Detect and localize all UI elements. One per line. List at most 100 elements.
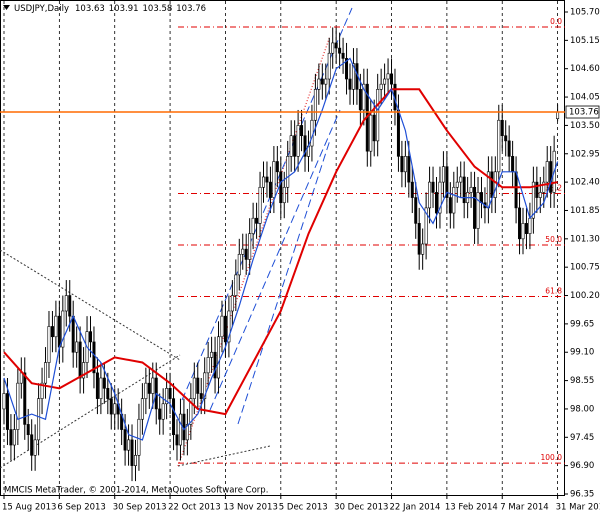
candle-body	[5, 393, 9, 430]
y-tick-label: 100.20	[570, 291, 600, 301]
fib-label: 0.0	[550, 17, 562, 26]
candle-body	[403, 156, 407, 173]
candle-body	[185, 424, 189, 441]
candle-body	[469, 186, 473, 193]
candle-body	[168, 388, 172, 399]
candle-body	[213, 351, 217, 379]
candle-body	[500, 119, 504, 137]
candle-body	[396, 109, 400, 157]
plot-frame	[0, 0, 565, 496]
candle-body	[223, 315, 227, 343]
candle-body	[78, 341, 82, 379]
candle-body	[345, 58, 349, 80]
candle-body	[44, 362, 48, 384]
candle-body	[189, 398, 193, 425]
candle-body	[258, 186, 262, 224]
y-tick-label: 101.85	[570, 206, 600, 216]
footer: MMCIS MetaTrader, © 2001-2014, MetaQuote…	[4, 486, 268, 496]
x-tick-label: 30 Dec 2013	[334, 503, 388, 513]
candle-body	[504, 135, 508, 142]
candle-body	[331, 42, 335, 54]
y-tick-label: 96.90	[570, 461, 594, 471]
candle-body	[30, 434, 34, 456]
candle-body	[261, 176, 265, 188]
grid	[3, 1, 558, 495]
candle-body	[99, 377, 103, 399]
candle-body	[161, 403, 165, 420]
x-tick-label: 22 Oct 2013	[168, 503, 221, 513]
candle-body	[324, 78, 328, 85]
candle-body	[210, 351, 214, 358]
candle-body	[448, 197, 452, 214]
fib-label: 100.0	[541, 453, 563, 462]
candle-body	[293, 135, 297, 157]
candle-body	[199, 393, 203, 399]
candle-body	[372, 114, 376, 142]
candle-body	[320, 78, 324, 85]
y-tick-label: 96.35	[570, 490, 594, 500]
x-tick-label: 22 Jan 2014	[390, 503, 441, 513]
candle-body	[441, 166, 445, 183]
candle-body	[459, 176, 463, 183]
candle-body	[57, 315, 61, 348]
candle-body	[341, 52, 345, 59]
candle-body	[407, 156, 411, 183]
candle-body	[268, 181, 272, 198]
candles	[2, 27, 560, 482]
candle-body	[400, 156, 404, 173]
candle-body	[255, 217, 259, 224]
candle-body	[175, 434, 179, 446]
ohlc-high: 103.91	[109, 4, 139, 14]
candle-body	[82, 362, 86, 379]
candle-body	[23, 372, 27, 425]
candle-body	[528, 217, 532, 234]
candle-body	[538, 192, 542, 198]
collapse-icon[interactable]	[3, 5, 10, 10]
y-tick-label: 99.10	[570, 348, 594, 358]
candle-body	[196, 377, 200, 394]
candle-body	[237, 253, 241, 276]
x-tick-label: 30 Sep 2013	[113, 503, 167, 513]
y-tick-label: 105.70	[570, 8, 600, 18]
candle-body	[2, 393, 6, 410]
candle-body	[50, 326, 54, 338]
candle-body	[518, 207, 522, 240]
candle-body	[327, 52, 331, 80]
candle-body	[130, 439, 134, 466]
candle-body	[390, 73, 394, 85]
candle-body	[313, 89, 317, 121]
candle-body	[16, 382, 20, 430]
candle-body	[531, 181, 535, 219]
x-tick-label: 13 Feb 2014	[445, 503, 498, 513]
candle-body	[172, 398, 176, 436]
candle-body	[455, 181, 459, 188]
candle-body	[476, 192, 480, 229]
candle-body	[248, 233, 252, 260]
axes: 105.70 105.15 104.60 104.05 103.50 102.95 102.…	[0, 8, 600, 513]
candle-body	[535, 181, 539, 198]
candle-body	[102, 377, 106, 389]
candle-body	[26, 424, 30, 436]
candle-body	[421, 243, 425, 255]
candle-body	[511, 156, 515, 173]
ohlc-close: 103.76	[176, 4, 206, 14]
candle-body	[244, 248, 248, 260]
candle-body	[37, 398, 41, 441]
x-tick-label: 7 Mar 2014	[500, 503, 548, 513]
candle-body	[521, 223, 525, 240]
fib-label: 61.8	[545, 287, 562, 296]
candle-body	[275, 161, 279, 173]
candle-body	[348, 78, 352, 90]
y-tick-label: 104.05	[570, 93, 600, 103]
candle-body	[113, 403, 117, 415]
candle-body	[462, 176, 466, 204]
candle-body	[234, 274, 238, 296]
candle-body	[89, 331, 93, 343]
drawings	[0, 7, 353, 469]
candle-body	[33, 439, 37, 456]
candle-body	[296, 125, 300, 157]
candle-body	[431, 181, 435, 193]
fib-label: 50.0	[545, 235, 562, 244]
candle-body	[452, 186, 456, 214]
candle-body	[490, 171, 494, 198]
